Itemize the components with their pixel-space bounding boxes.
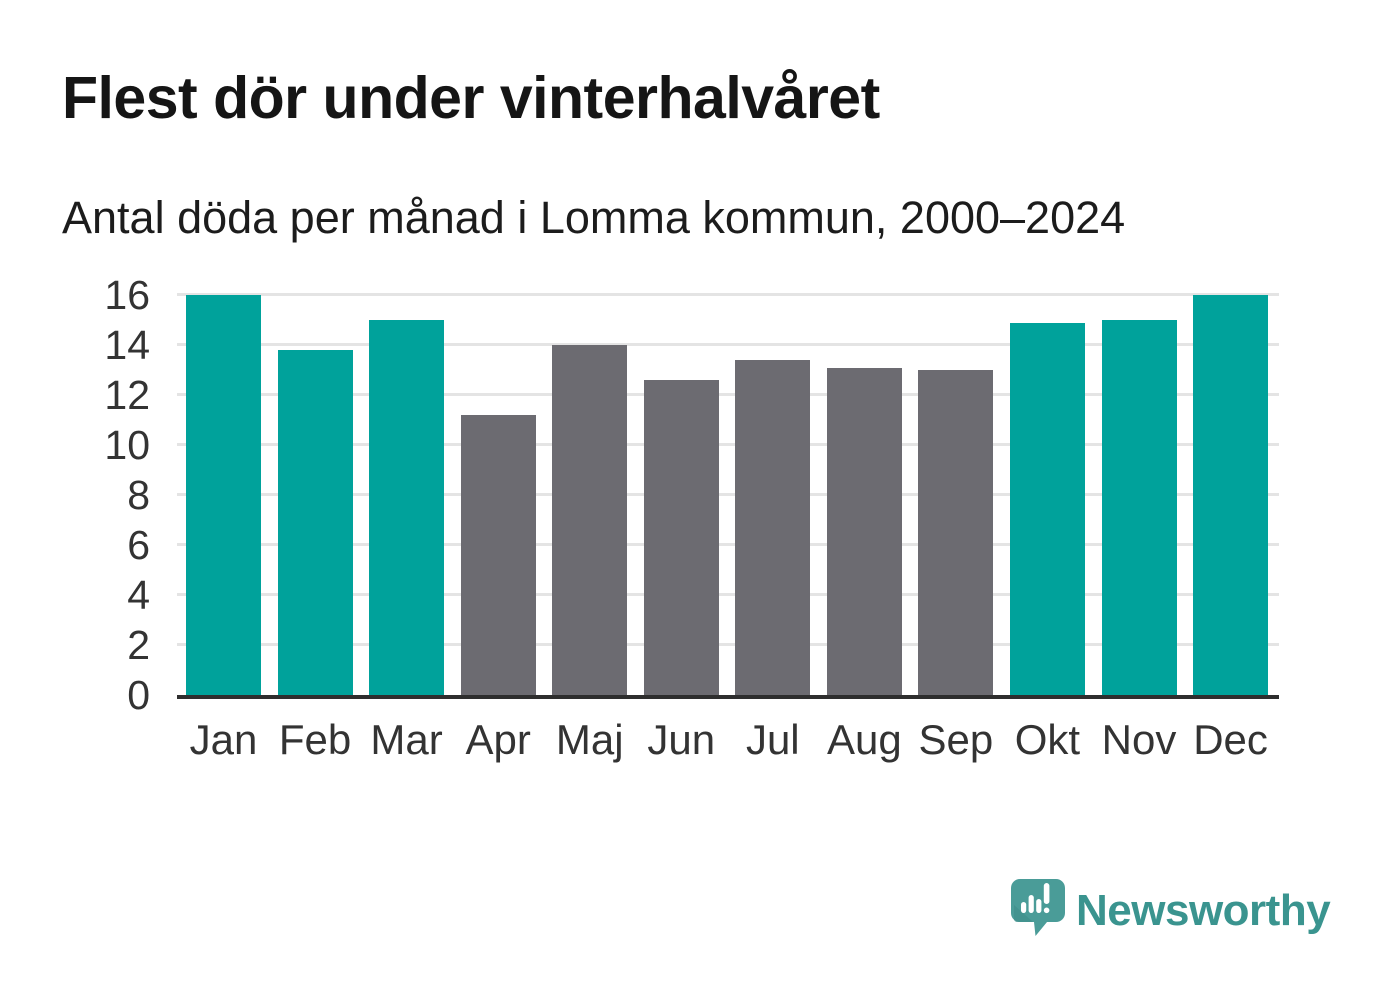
brand-name: Newsworthy	[1076, 886, 1331, 935]
x-tick-label-aug: Aug	[826, 716, 902, 763]
bar-chart-plot-area: 0 2 4 6 8 10 12 14 16 Jan Feb Mar Apr Maj Jun Jul Aug Sep…	[104, 272, 1279, 761]
gridline-6	[177, 543, 1279, 546]
y-tick-label-6: 6	[127, 522, 150, 568]
bar-sep	[918, 370, 994, 695]
y-tick-label-16: 16	[104, 272, 150, 318]
y-tick-label-14: 14	[104, 322, 150, 368]
x-axis-line	[177, 695, 1279, 699]
bar-okt	[1009, 322, 1085, 695]
x-tick-label-nov: Nov	[1101, 716, 1177, 763]
y-tick-label-10: 10	[104, 422, 150, 468]
y-tick-label-8: 8	[127, 472, 150, 518]
gridline-12	[177, 393, 1279, 396]
bar-nov	[1101, 320, 1177, 695]
gridline-8	[177, 493, 1279, 496]
bar-jul	[735, 360, 811, 695]
x-tick-label-maj: Maj	[555, 716, 624, 763]
bar-aug	[826, 367, 902, 695]
x-tick-label-jul: Jul	[745, 716, 800, 763]
bar-dec	[1193, 295, 1269, 695]
gridline-10	[177, 443, 1279, 446]
x-tick-label-jun: Jun	[647, 716, 716, 763]
gridline-16	[177, 293, 1279, 296]
y-tick-label-2: 2	[127, 622, 150, 668]
x-tick-label-okt: Okt	[1014, 716, 1081, 763]
y-tick-label-12: 12	[104, 372, 150, 418]
chart-subtitle: Antal döda per månad i Lomma kommun, 200…	[62, 192, 1126, 243]
x-tick-label-mar: Mar	[370, 716, 443, 763]
y-tick-label-0: 0	[127, 672, 150, 718]
x-tick-label-dec: Dec	[1193, 716, 1268, 763]
gridline-2	[177, 643, 1279, 646]
newsworthy-logo-icon	[1011, 879, 1065, 936]
x-tick-label-feb: Feb	[278, 716, 352, 763]
x-tick-label-sep: Sep	[918, 716, 994, 763]
bar-mar	[369, 320, 445, 695]
y-tick-label-4: 4	[127, 572, 150, 618]
footer-branding: Newsworthy	[1010, 878, 1331, 940]
x-tick-label-apr: Apr	[465, 716, 531, 763]
gridline-14	[177, 343, 1279, 346]
bar-apr	[460, 415, 536, 695]
gridline-4	[177, 593, 1279, 596]
chart-title: Flest dör under vinterhalvåret	[62, 65, 880, 131]
bar-jan	[186, 295, 261, 695]
bar-maj	[552, 345, 628, 695]
x-tick-label-jan: Jan	[189, 716, 258, 763]
bar-feb	[277, 350, 353, 695]
bar-jun	[643, 380, 719, 695]
